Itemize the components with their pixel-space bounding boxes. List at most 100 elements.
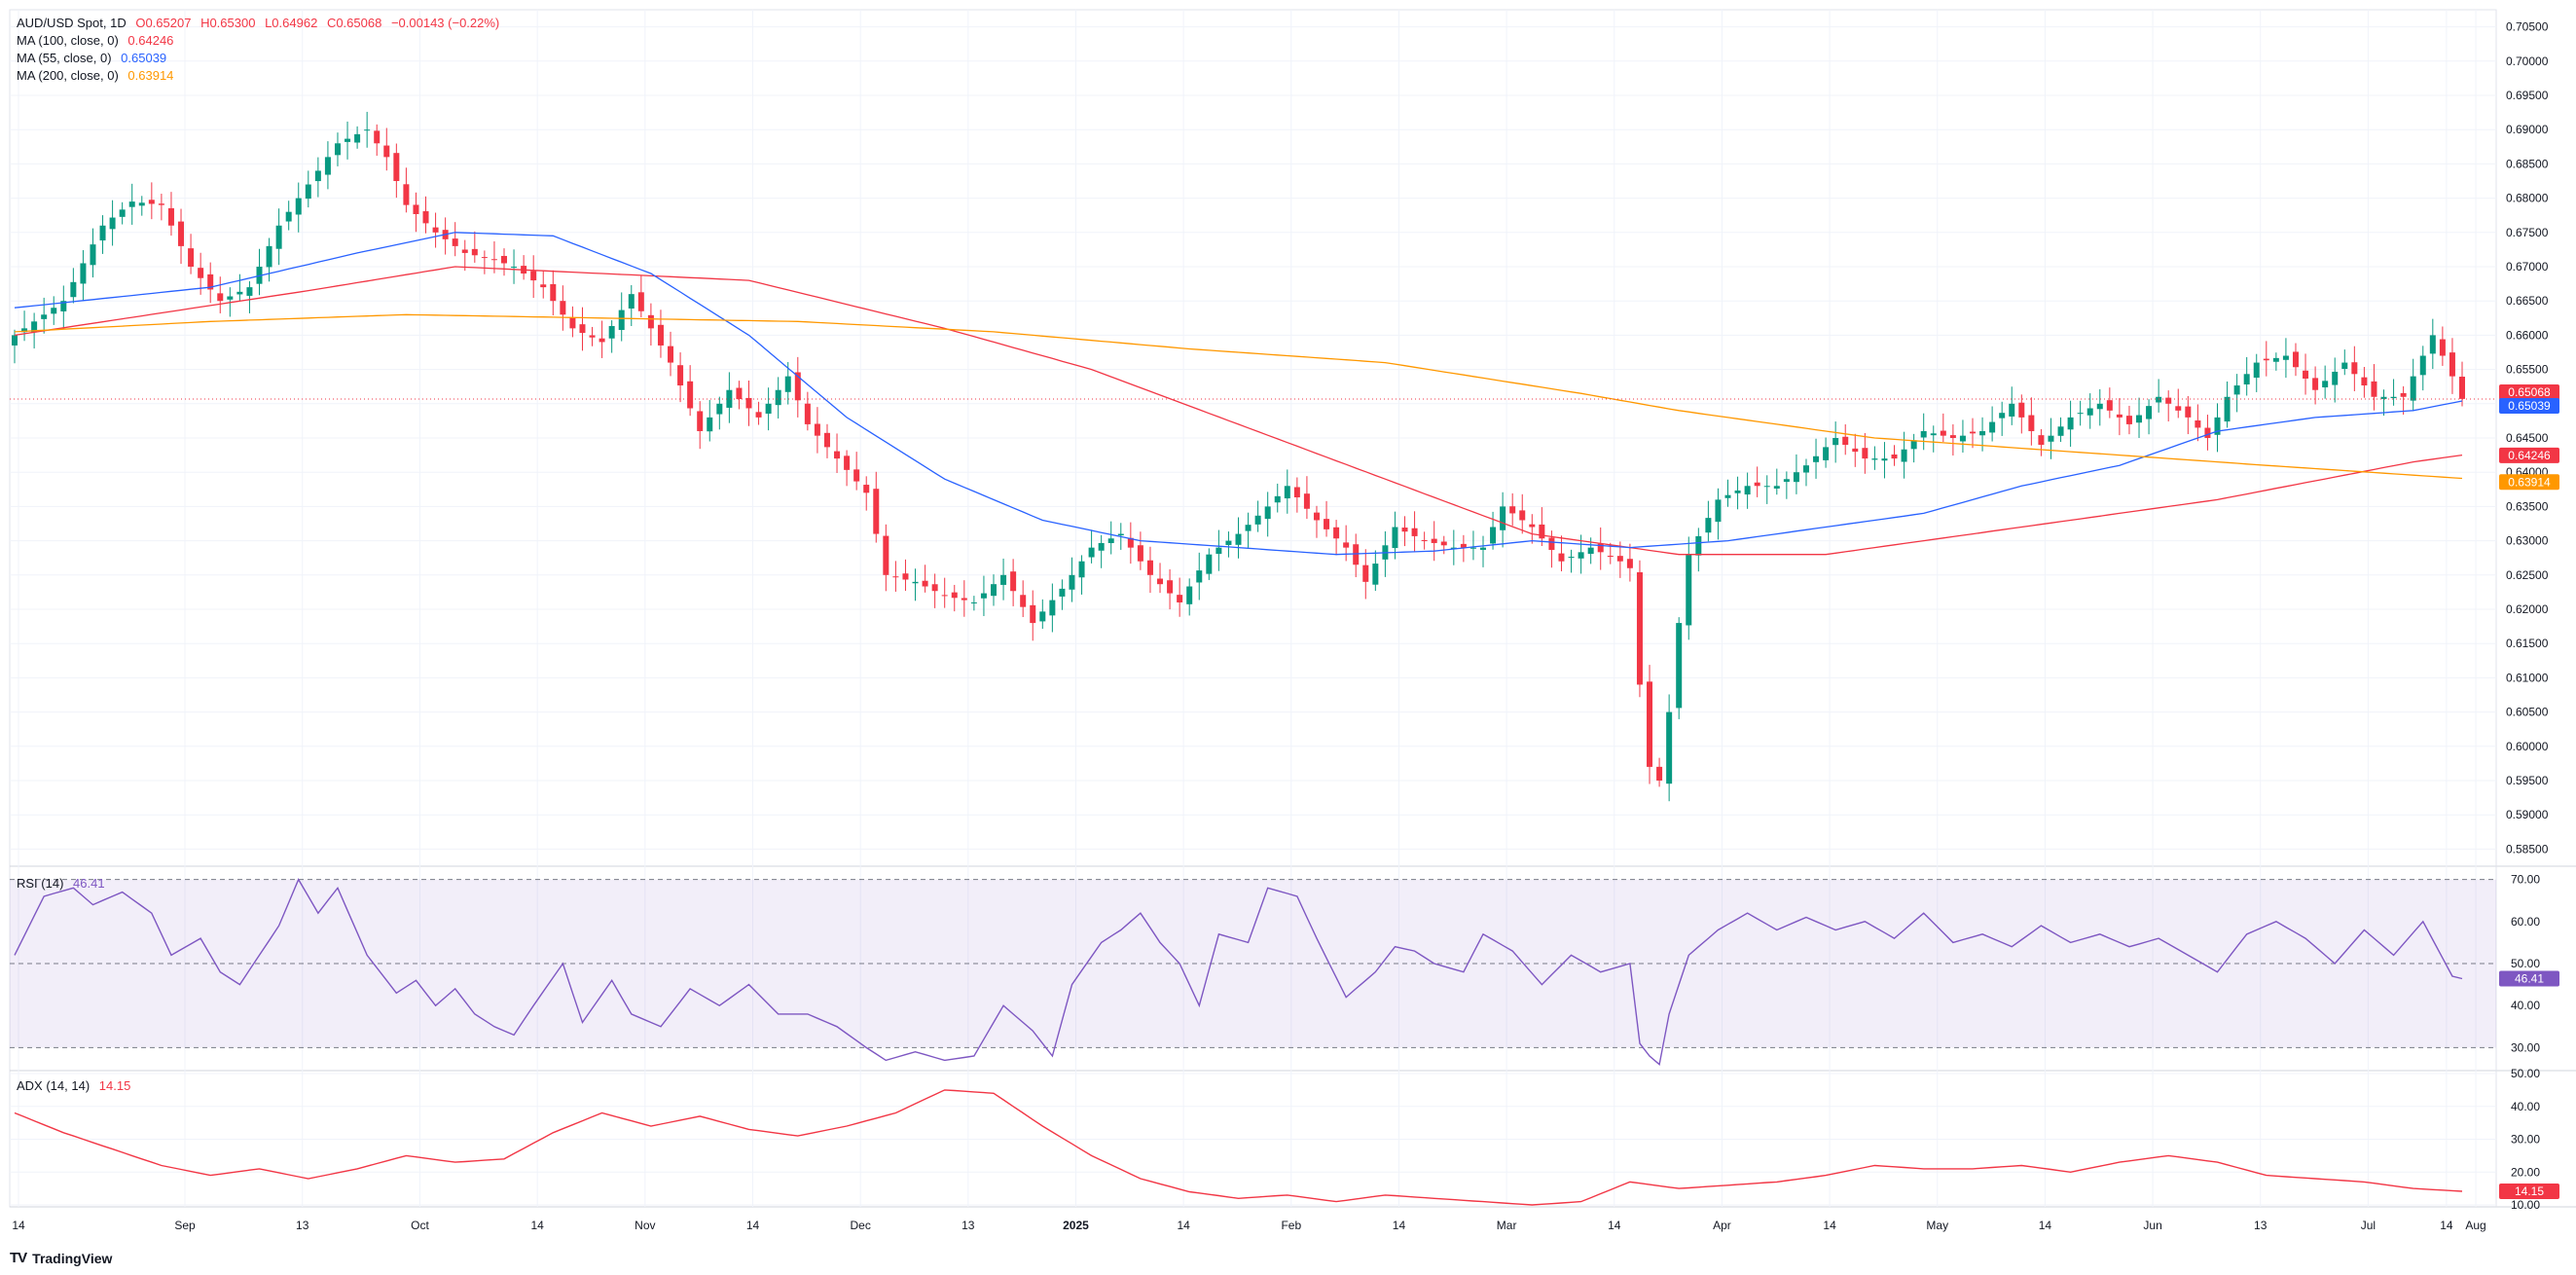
candle-down [931, 584, 938, 592]
candle-down [1303, 493, 1310, 509]
candle-up [618, 310, 625, 330]
symbol-label: AUD/USD Spot, 1D [17, 16, 127, 30]
candle-up [1059, 588, 1066, 597]
candle-down [1127, 537, 1134, 548]
candle-up [354, 133, 361, 143]
candle-up [980, 593, 987, 599]
candle-up [2146, 406, 2153, 419]
candle-down [1333, 527, 1340, 539]
candle-down [2400, 392, 2407, 397]
price-axis-label: 0.67000 [2506, 260, 2549, 273]
candle-up [1480, 547, 1486, 550]
candle-up [1117, 533, 1124, 536]
adx-value: 14.15 [98, 1078, 131, 1093]
time-axis-label: Oct [411, 1219, 429, 1232]
candle-up [1088, 547, 1095, 558]
price-axis-label: 0.59500 [2506, 774, 2549, 787]
candle-up [51, 308, 57, 314]
candle-up [1392, 527, 1398, 549]
candle-down [217, 293, 224, 302]
ma55-line [14, 232, 2463, 556]
candle-up [31, 321, 38, 333]
price-axis-label: 0.68000 [2506, 192, 2549, 205]
candle-up [1215, 547, 1222, 555]
candle-down [1313, 512, 1320, 521]
candle-down [1431, 538, 1437, 543]
candle-up [970, 601, 977, 603]
candle-up [2282, 355, 2289, 360]
time-axis-label: 14 [746, 1219, 760, 1232]
candle-up [2009, 403, 2015, 417]
candle-down [1421, 540, 1428, 542]
tradingview-brand[interactable]: TV TradingView [10, 1250, 112, 1266]
candle-up [1186, 586, 1193, 604]
candle-down [2185, 406, 2192, 418]
adx-value-tag-label: 14.15 [2515, 1184, 2544, 1198]
candle-down [481, 257, 488, 259]
candle-down [413, 204, 419, 215]
candle-down [1010, 571, 1017, 592]
time-axis-label: Mar [1497, 1219, 1517, 1232]
price-axis-label: 0.65500 [2506, 363, 2549, 377]
candle-down [560, 301, 566, 315]
high-value: H0.65300 [200, 16, 256, 30]
candle-down [755, 412, 762, 418]
candle-up [1930, 433, 1937, 436]
candle-down [902, 573, 909, 580]
candle-up [2272, 357, 2279, 362]
price-axis-label: 0.69000 [2506, 123, 2549, 136]
candle-down [148, 200, 155, 204]
candle-down [1440, 541, 1447, 546]
candle-down [1970, 431, 1976, 434]
main-legend: AUD/USD Spot, 1D O0.65207 H0.65300 L0.64… [17, 16, 505, 30]
candle-down [922, 580, 928, 587]
adx-axis-label: 40.00 [2511, 1100, 2540, 1113]
candle-down [1519, 510, 1526, 521]
candle-down [1548, 537, 1555, 550]
last-price-tag [2499, 384, 2559, 401]
candle-down [1401, 528, 1408, 532]
candle-up [1999, 413, 2006, 419]
candle-down [1157, 578, 1164, 585]
ma55-price-tag [2499, 398, 2559, 415]
candle-up [2057, 426, 2064, 436]
candle-up [765, 403, 772, 414]
candle-down [745, 397, 752, 409]
ma100-line [14, 266, 2463, 556]
ma100-legend: MA (100, close, 0) 0.64246 [17, 33, 179, 48]
candle-down [1324, 519, 1330, 529]
time-axis-label: Apr [1713, 1219, 1731, 1232]
price-axis-label: 0.63000 [2506, 534, 2549, 548]
candle-up [1763, 486, 1770, 488]
time-axis-label: 14 [2440, 1219, 2453, 1232]
candle-up [266, 245, 272, 268]
candle-down [1137, 545, 1143, 562]
candle-down [2204, 427, 2211, 438]
candle-down [471, 248, 478, 256]
candle-down [1177, 595, 1183, 602]
ma200-price-tag-label: 0.63914 [2508, 475, 2551, 489]
candle-up [1284, 486, 1290, 499]
time-axis-label: Nov [635, 1219, 655, 1232]
candle-up [1959, 435, 1966, 442]
ma200-value: 0.63914 [127, 68, 174, 83]
adx-axis-label: 30.00 [2511, 1133, 2540, 1147]
time-axis-label: Sep [174, 1219, 196, 1232]
candle-down [794, 372, 801, 401]
candle-up [12, 335, 18, 346]
candle-up [119, 209, 126, 217]
candle-down [1293, 487, 1300, 498]
candle-down [1146, 560, 1153, 575]
time-axis-label: 13 [2254, 1219, 2268, 1232]
candle-up [2380, 396, 2387, 399]
candle-down [579, 324, 586, 334]
time-axis-label: 2025 [1063, 1219, 1089, 1232]
candle-up [275, 225, 282, 249]
candle-down [647, 314, 654, 329]
candle-up [1578, 552, 1584, 559]
candle-up [2253, 362, 2260, 379]
candle-down [873, 489, 880, 534]
price-axis-label: 0.70000 [2506, 55, 2549, 68]
candle-up [99, 225, 106, 241]
